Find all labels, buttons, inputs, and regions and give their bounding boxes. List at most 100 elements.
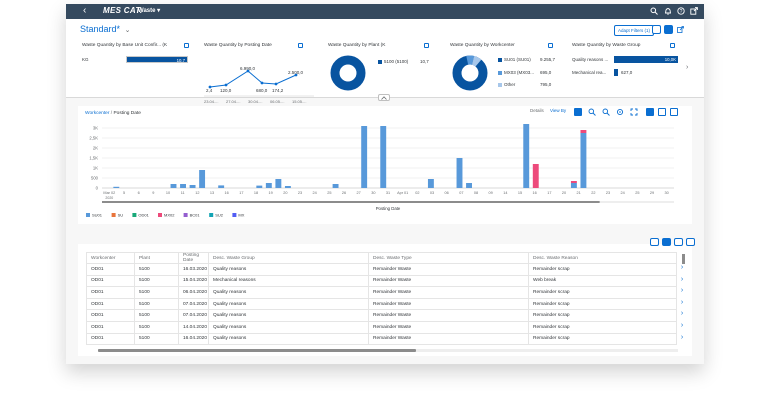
card-base-unit[interactable]: Waste Quantity by Base Unit Confir... (K… xyxy=(82,43,192,99)
table-settings-icon[interactable] xyxy=(662,238,671,246)
cell: Quality reasons xyxy=(208,320,369,334)
cell: Remainder scrap xyxy=(528,332,677,346)
row-nav-icon[interactable]: › xyxy=(680,310,684,318)
combined-toggle-icon[interactable] xyxy=(670,108,678,116)
table-row[interactable]: OD01 5100 16.03.2020 Quality reasons Remaind… xyxy=(86,263,677,276)
table-toggle-icon[interactable] xyxy=(658,108,666,116)
x-tick-label: 24 xyxy=(621,191,625,195)
bar-mx02 xyxy=(532,164,539,188)
cell: 5100 xyxy=(134,332,179,346)
cell: OD01 xyxy=(86,286,135,299)
share-icon[interactable] xyxy=(677,26,684,33)
row-nav-icon[interactable]: › xyxy=(680,287,684,295)
variant-selector[interactable]: Standard* ⌄ xyxy=(80,24,130,34)
table-row[interactable]: OD01 5100 07.04.2020 Quality reasons Remaind… xyxy=(86,297,677,311)
table-row[interactable]: OD01 5100 14.04.2020 Quality reasons Remaind… xyxy=(86,320,677,334)
col-waste-group[interactable]: Desc. Waste Group xyxy=(208,252,369,264)
card-chart-icon[interactable] xyxy=(670,43,675,48)
point-label: 2,4 xyxy=(206,88,213,93)
x-tick-label: 6 xyxy=(138,191,140,195)
bar-su01 xyxy=(275,179,282,188)
bar-su01 xyxy=(218,185,225,188)
x-tick-label: 22 xyxy=(591,191,595,195)
help-icon[interactable]: ? xyxy=(677,7,685,15)
bar-su01 xyxy=(180,186,186,188)
card-waste-group[interactable]: Waste Quantity by Waste Group Quality re… xyxy=(572,43,682,99)
zoom-out-icon[interactable] xyxy=(602,108,610,116)
chart-toggle-icon[interactable] xyxy=(646,108,654,116)
date-label: 15.05.... xyxy=(292,99,307,104)
y-tick-label: 500 xyxy=(91,176,99,181)
filter-header: Standard* ⌄ Adapt Filters (1) Waste Quan… xyxy=(66,19,704,104)
bell-icon[interactable] xyxy=(664,7,672,15)
table-row[interactable]: OD01 5100 15.04.2020 Mechanical reasons Rema… xyxy=(86,274,677,288)
chevron-down-icon[interactable]: ⌄ xyxy=(124,27,131,34)
cell: Remainder Waste xyxy=(368,332,529,346)
card-chart-icon[interactable] xyxy=(184,43,189,48)
view-by-button[interactable]: View By xyxy=(550,108,567,113)
app-menu[interactable]: Waste ▾ xyxy=(138,8,161,14)
row-nav-icon[interactable]: › xyxy=(680,275,684,283)
card-title: Waste Quantity by Waste Group xyxy=(572,43,641,48)
fullscreen-icon[interactable] xyxy=(630,108,638,116)
zoom-in-icon[interactable] xyxy=(588,108,596,116)
breadcrumb-link[interactable]: Workcenter xyxy=(85,111,110,116)
collapse-header-button[interactable] xyxy=(378,94,390,101)
adapt-filters-button[interactable]: Adapt Filters (1) xyxy=(614,25,655,36)
plant-donut-chart xyxy=(330,55,366,91)
table-row[interactable]: OD01 5100 07.04.2020 Quality reasons Remaind… xyxy=(86,309,677,322)
x-tick-label: 25 xyxy=(635,191,639,195)
breadcrumb: Workcenter / Posting Date xyxy=(85,111,141,116)
col-posting-date[interactable]: Posting Date xyxy=(178,252,209,264)
back-icon[interactable]: ‹ xyxy=(83,5,87,16)
legend-swatch xyxy=(498,71,502,75)
variant-title: Standard xyxy=(80,24,117,34)
app-window: ‹ MES CAT. Waste ▾ ? Standard* ⌄ Adapt F… xyxy=(66,4,704,364)
row-nav-icon[interactable]: › xyxy=(680,264,684,271)
col-workcenter[interactable]: Workcenter xyxy=(86,252,135,264)
details-button[interactable]: Details xyxy=(530,108,544,113)
settings-icon[interactable] xyxy=(616,108,624,116)
bar-label: Mechanical rea... xyxy=(572,70,607,75)
card-chart-icon[interactable] xyxy=(548,43,553,48)
card-chart-icon[interactable] xyxy=(424,43,429,48)
col-waste-type[interactable]: Desc. Waste Type xyxy=(368,252,529,264)
list-view-icon[interactable] xyxy=(652,25,661,34)
x-tick-label: 25 xyxy=(327,191,331,195)
bar-su01 xyxy=(380,126,387,188)
row-nav-icon[interactable]: › xyxy=(680,298,684,306)
search-icon[interactable] xyxy=(650,7,658,15)
show-details-icon[interactable] xyxy=(650,238,659,246)
drill-icon[interactable] xyxy=(574,108,582,116)
col-plant[interactable]: Plant xyxy=(134,252,179,264)
row-nav-icon[interactable]: › xyxy=(680,321,684,329)
bar-mx02 xyxy=(580,130,587,133)
table-row[interactable]: OD01 5100 16.04.2020 Quality reasons Remaind… xyxy=(86,332,677,346)
vertical-scrollbar[interactable] xyxy=(682,254,685,264)
export-icon[interactable] xyxy=(690,7,698,15)
table-row[interactable]: OD01 5100 06.04.2020 Quality reasons Remaind… xyxy=(86,286,677,299)
export-table-icon[interactable] xyxy=(686,238,695,246)
app-menu-label: Waste xyxy=(138,8,156,14)
row-nav-icon[interactable]: › xyxy=(680,333,684,341)
col-waste-reason[interactable]: Desc. Waste Reason xyxy=(528,252,677,264)
row-navigation-column: › › › › › › › xyxy=(676,262,688,343)
card-chart-icon[interactable] xyxy=(298,43,303,48)
cell: 5100 xyxy=(134,274,179,288)
cell: 06.04.2020 xyxy=(178,286,209,299)
sort-icon[interactable] xyxy=(674,238,683,246)
chart-view-icon[interactable] xyxy=(664,25,673,34)
bar-su01 xyxy=(580,133,587,188)
cell: OD01 xyxy=(86,297,135,311)
horizontal-scrollbar[interactable] xyxy=(98,349,678,352)
cell: OD01 xyxy=(86,320,135,334)
legend-label: 5100 (5100) xyxy=(384,59,409,64)
scrollbar-thumb[interactable] xyxy=(98,349,416,352)
x-tick-label: 10 xyxy=(166,191,170,195)
card-plant[interactable]: Waste Quantity by Plant (K 5100 (5100) 1… xyxy=(328,43,436,99)
x-tick-label: 08 xyxy=(474,191,478,195)
card-posting-date[interactable]: Waste Quantity by Posting Date 2,4 120,0… xyxy=(204,43,314,104)
card-workcenter[interactable]: Waste Quantity by Workcenter SU01 (SU01)… xyxy=(450,43,558,99)
x-tick-label: 02 xyxy=(415,191,419,195)
chevron-right-icon[interactable]: › xyxy=(686,64,689,71)
